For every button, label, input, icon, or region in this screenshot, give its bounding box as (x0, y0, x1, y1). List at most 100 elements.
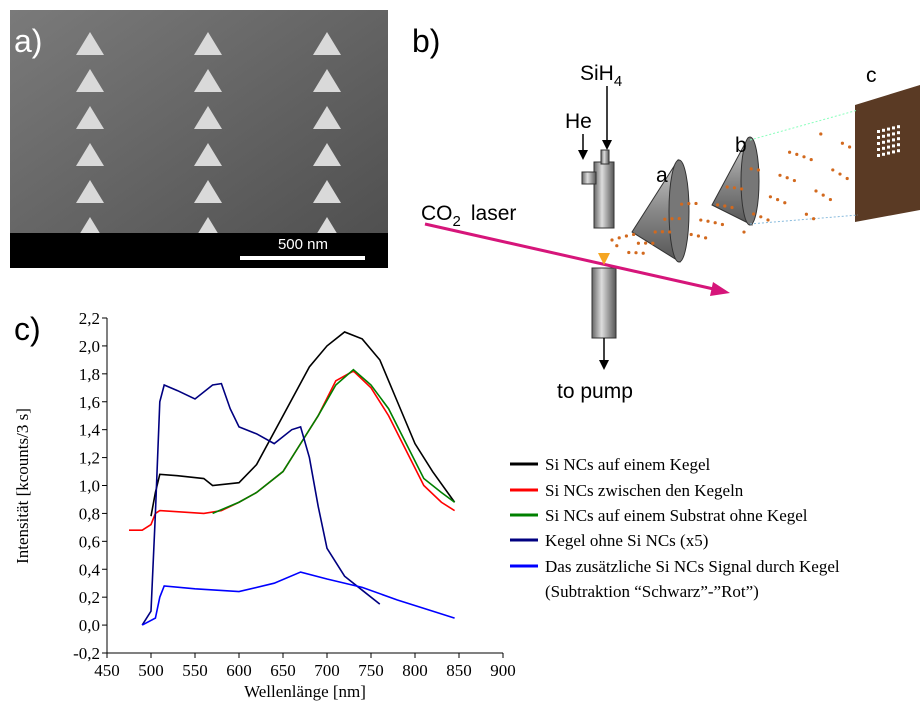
series-line (150, 331, 456, 517)
dot (892, 150, 895, 154)
particle (756, 168, 761, 172)
particle (641, 251, 645, 255)
y-tick-label: 0,4 (79, 560, 101, 579)
nozzle (593, 161, 615, 229)
x-axis-label: Wellenlänge [nm] (244, 682, 366, 701)
particle (840, 141, 845, 145)
particle (610, 238, 614, 242)
x-tick-label: 450 (94, 661, 120, 680)
dot (882, 152, 885, 156)
particle (668, 230, 672, 234)
pyramid (313, 69, 341, 92)
particle (699, 218, 703, 222)
particle (838, 172, 842, 176)
y-tick-label: 1,4 (79, 421, 101, 440)
particle (704, 236, 708, 240)
legend-label: Kegel ohne Si NCs (x5) (545, 531, 708, 550)
series-line (141, 382, 381, 626)
pyramid (194, 180, 222, 203)
particle (821, 193, 825, 197)
series-line (129, 370, 456, 531)
particle (730, 205, 734, 210)
particle (694, 201, 698, 206)
particle (776, 198, 780, 202)
particle (627, 250, 631, 255)
particle (812, 217, 816, 221)
dot (887, 127, 890, 131)
pyramid (76, 32, 104, 55)
particle (632, 232, 636, 237)
particle (831, 168, 835, 172)
dot (882, 134, 885, 138)
particle (742, 230, 746, 234)
particle (778, 173, 782, 177)
chart: Wellenlänge [nm] Intensität [kcounts/3 s… (13, 309, 840, 701)
laser-beam (424, 222, 719, 292)
legend-label: Si NCs auf einem Kegel (545, 455, 711, 474)
y-tick-label: 1,0 (79, 477, 100, 496)
series-line (141, 571, 455, 626)
particle (795, 152, 799, 156)
cone-a-base (668, 159, 690, 263)
dot (897, 137, 900, 141)
particle (615, 244, 619, 248)
word: laser (471, 202, 517, 225)
x-tick-label: 750 (358, 661, 384, 680)
arrowhead (602, 140, 612, 150)
x-tick-label: 600 (226, 661, 252, 680)
particle (783, 201, 787, 205)
formula: SiH (580, 62, 614, 85)
pyramid (313, 106, 341, 129)
panel-b: b) SiH4 He to pump CO2 laser a b c (412, 23, 920, 403)
particle (716, 203, 720, 207)
dot (882, 128, 885, 132)
particle (804, 212, 809, 216)
particle (663, 217, 667, 221)
dot (897, 131, 900, 135)
pyramid (76, 69, 104, 92)
panel-label: a) (14, 23, 42, 59)
info-band (10, 233, 388, 268)
particle (759, 215, 763, 219)
y-tick-label: 1,6 (79, 393, 100, 412)
pyramid (76, 180, 104, 203)
x-tick-label: 550 (182, 661, 208, 680)
dot (887, 133, 890, 137)
substrate-label: c (866, 64, 877, 87)
particle (634, 251, 638, 255)
pyramid (313, 32, 341, 55)
particle (651, 241, 655, 245)
y-tick-label: 2,0 (79, 337, 100, 356)
particle (696, 234, 701, 238)
particle (689, 232, 693, 237)
y-tick-label: 0,6 (79, 532, 100, 551)
legend-note: (Subtraktion “Schwarz”-”Rot”) (545, 582, 759, 601)
y-tick-label: 0,2 (79, 588, 100, 607)
particle (845, 176, 849, 181)
panel-a: 500 nm a) (10, 10, 388, 268)
laser-arrowhead (710, 282, 730, 296)
panel-label: b) (412, 23, 440, 59)
particle (660, 230, 665, 234)
particle (740, 187, 744, 191)
y-axis-label: Intensität [kcounts/3 s] (13, 408, 32, 564)
particle (677, 216, 681, 221)
panel-label: c) (14, 311, 41, 347)
particle (636, 241, 641, 245)
particle (680, 202, 684, 206)
laser-label: CO2 laser (421, 202, 516, 230)
pump-tube (591, 267, 617, 339)
pyramids (76, 32, 341, 240)
pyramid (76, 143, 104, 166)
particles (610, 132, 852, 255)
y-tick-label: 1,8 (79, 365, 100, 384)
particle (725, 185, 729, 189)
silane-label: SiH4 (580, 62, 622, 90)
particle (624, 234, 629, 238)
particle (749, 167, 753, 171)
beam-edge (749, 109, 859, 141)
x-tick-label: 700 (314, 661, 340, 680)
dot (882, 146, 885, 150)
cone-a-label: a (656, 164, 668, 187)
